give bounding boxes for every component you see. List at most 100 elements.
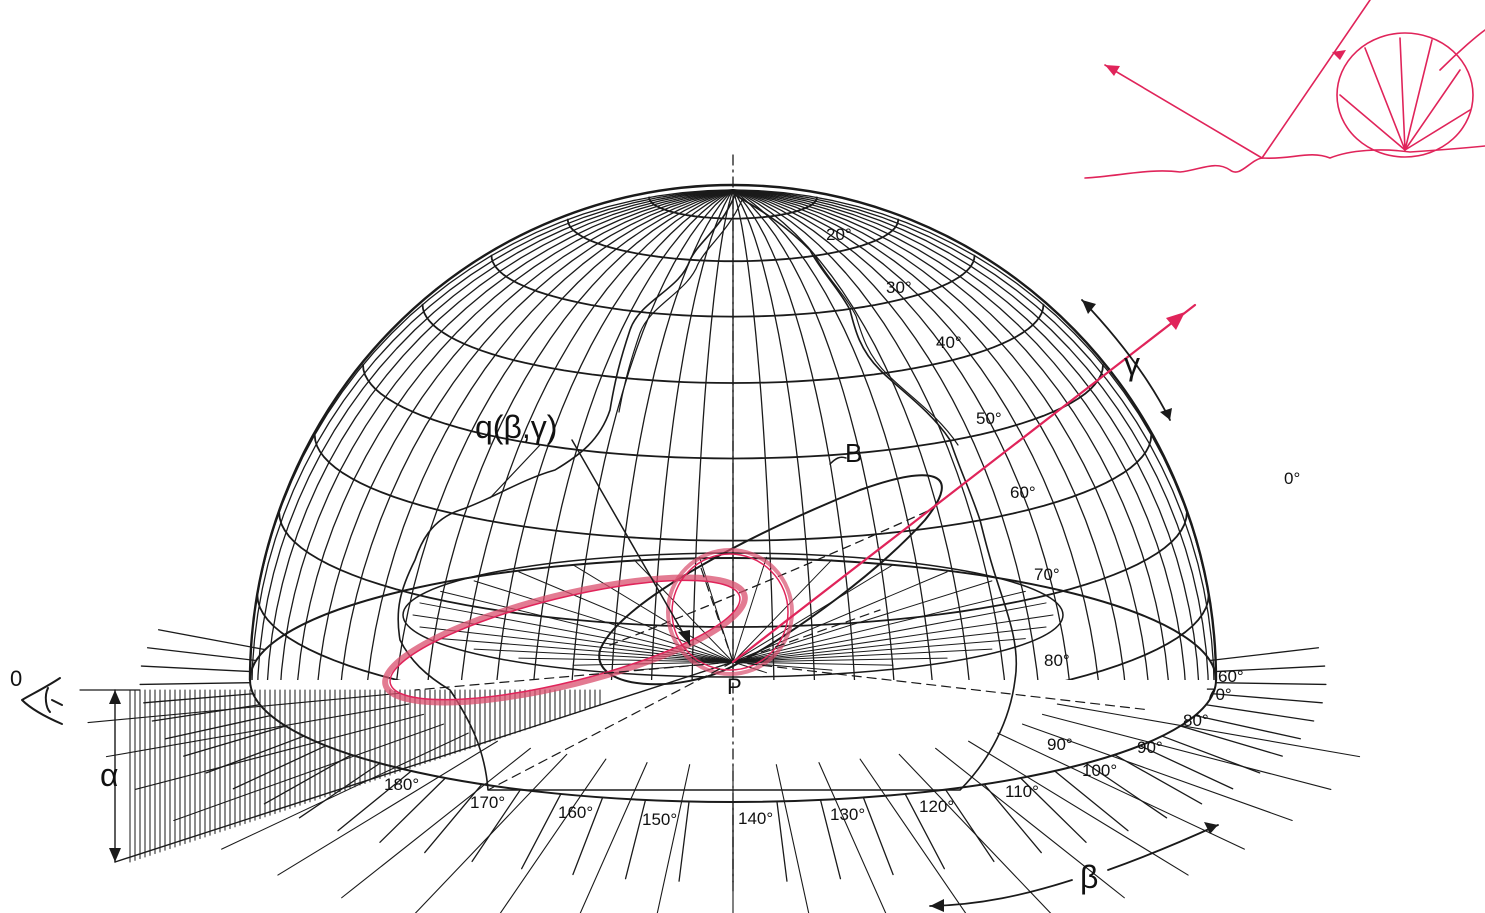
beta-arrow-right bbox=[1107, 824, 1219, 871]
elev-30: 30° bbox=[886, 278, 912, 297]
meridian-line bbox=[528, 189, 734, 680]
ground-hatch-line bbox=[732, 590, 1026, 663]
azimuth-ray bbox=[105, 703, 410, 758]
incident-ray bbox=[731, 303, 1197, 664]
elev-60: 60° bbox=[1010, 483, 1036, 502]
meridian-line bbox=[251, 189, 734, 680]
azimuth-ray bbox=[1205, 704, 1315, 722]
azimuth-ray bbox=[424, 783, 483, 854]
azimuth-ray bbox=[1194, 714, 1301, 740]
az-150: 150° bbox=[642, 810, 677, 829]
azimuth-ray bbox=[1214, 665, 1326, 673]
meridian-line bbox=[732, 189, 1215, 680]
az-90: 90° bbox=[1137, 738, 1163, 757]
azimuth-ray bbox=[935, 747, 1125, 899]
meridian-line bbox=[362, 189, 734, 680]
meridian-line bbox=[732, 189, 1188, 680]
azimuth-ray bbox=[944, 788, 995, 863]
parallel-line bbox=[566, 218, 900, 263]
meridian-line bbox=[732, 189, 899, 680]
azimuth-ray bbox=[471, 788, 522, 863]
meridian-line bbox=[732, 189, 976, 680]
ground-hatch-line bbox=[732, 559, 833, 663]
azimuth-ray bbox=[146, 647, 257, 662]
meridian-line bbox=[732, 189, 818, 680]
parallel-line bbox=[278, 511, 1188, 628]
azimuth-ray bbox=[1041, 713, 1332, 790]
ground-hatch-line bbox=[732, 614, 1054, 663]
azimuth-ray bbox=[1139, 745, 1234, 790]
ground-hatch-line bbox=[732, 626, 1047, 663]
highlight-ellipse bbox=[382, 574, 748, 706]
meridian-line bbox=[390, 189, 734, 680]
azimuth-ray bbox=[624, 799, 647, 880]
ground-hatch-line bbox=[732, 564, 894, 663]
azimuth-ray bbox=[1021, 723, 1293, 822]
ground-hatch-line bbox=[732, 580, 993, 663]
label-B: B bbox=[845, 438, 862, 468]
azimuth-ray bbox=[139, 682, 251, 686]
gamma-arrow bbox=[1081, 299, 1171, 421]
azimuth-ray bbox=[151, 704, 261, 722]
elev-90: 90° bbox=[1047, 735, 1073, 754]
azimuth-ray bbox=[1085, 762, 1168, 819]
az-80: 80° bbox=[1183, 711, 1209, 730]
eye-icon bbox=[21, 677, 63, 725]
ground-hatch-line bbox=[732, 571, 948, 663]
az-140: 140° bbox=[738, 809, 773, 828]
azimuth-ray bbox=[341, 747, 531, 899]
parallel-line bbox=[256, 594, 1210, 680]
elev-70: 70° bbox=[1034, 565, 1060, 584]
dome-grid bbox=[250, 189, 1216, 680]
azimuth-ray bbox=[140, 665, 252, 673]
meridian-line bbox=[256, 189, 734, 680]
meridian-line bbox=[732, 189, 776, 680]
label-alpha: α bbox=[100, 757, 119, 793]
az-60: 60° bbox=[1218, 667, 1244, 686]
meridian-line bbox=[455, 189, 734, 680]
ground-hatch-line bbox=[732, 638, 1026, 663]
azimuth-ray bbox=[1179, 725, 1283, 757]
azimuth-ray bbox=[499, 758, 607, 913]
azimuth-ray bbox=[277, 740, 498, 876]
label-gamma: γ bbox=[1124, 346, 1140, 382]
azimuth-ray bbox=[678, 800, 690, 882]
beta-arrow-left bbox=[929, 879, 1073, 907]
meridian-line bbox=[732, 189, 859, 680]
label-P: P bbox=[727, 674, 742, 699]
cutaway-edges bbox=[397, 194, 1018, 791]
parallel-line bbox=[490, 254, 976, 318]
ground-disk bbox=[402, 552, 1064, 678]
meridian-line bbox=[294, 189, 734, 680]
azimuth-ray bbox=[898, 753, 1052, 913]
elev-40: 40° bbox=[936, 333, 962, 352]
ground-hatch-line bbox=[732, 556, 767, 663]
meridian-line bbox=[732, 189, 1045, 680]
ground-hatch-line bbox=[572, 564, 734, 663]
az-180: 180° bbox=[384, 775, 419, 794]
meridian-line bbox=[732, 189, 1076, 680]
azimuth-ray bbox=[904, 793, 946, 870]
incident-ray-arrowhead bbox=[1166, 312, 1185, 330]
elev-80: 80° bbox=[1044, 651, 1070, 670]
meridian-line bbox=[732, 189, 1104, 680]
az-110: 110° bbox=[1005, 782, 1039, 801]
meridian-line bbox=[278, 189, 734, 680]
ground-hatch-line bbox=[473, 580, 734, 663]
parallel-line bbox=[421, 303, 1045, 384]
azimuth-ray bbox=[379, 777, 447, 843]
ground-hatch-line bbox=[440, 590, 734, 663]
meridian-line bbox=[732, 189, 1130, 680]
azimuth-ray bbox=[1056, 703, 1361, 758]
azimuth-ray bbox=[776, 800, 788, 882]
azimuth-ray bbox=[579, 762, 648, 913]
azimuth-ray bbox=[775, 764, 810, 913]
azimuth-ray bbox=[263, 754, 353, 805]
ground-hatch-line bbox=[518, 657, 734, 663]
meridian-line bbox=[732, 189, 938, 680]
meridian-line bbox=[336, 189, 734, 680]
meridian-line bbox=[607, 189, 734, 680]
azimuth-ray bbox=[656, 764, 691, 913]
meridian-line bbox=[648, 189, 734, 680]
